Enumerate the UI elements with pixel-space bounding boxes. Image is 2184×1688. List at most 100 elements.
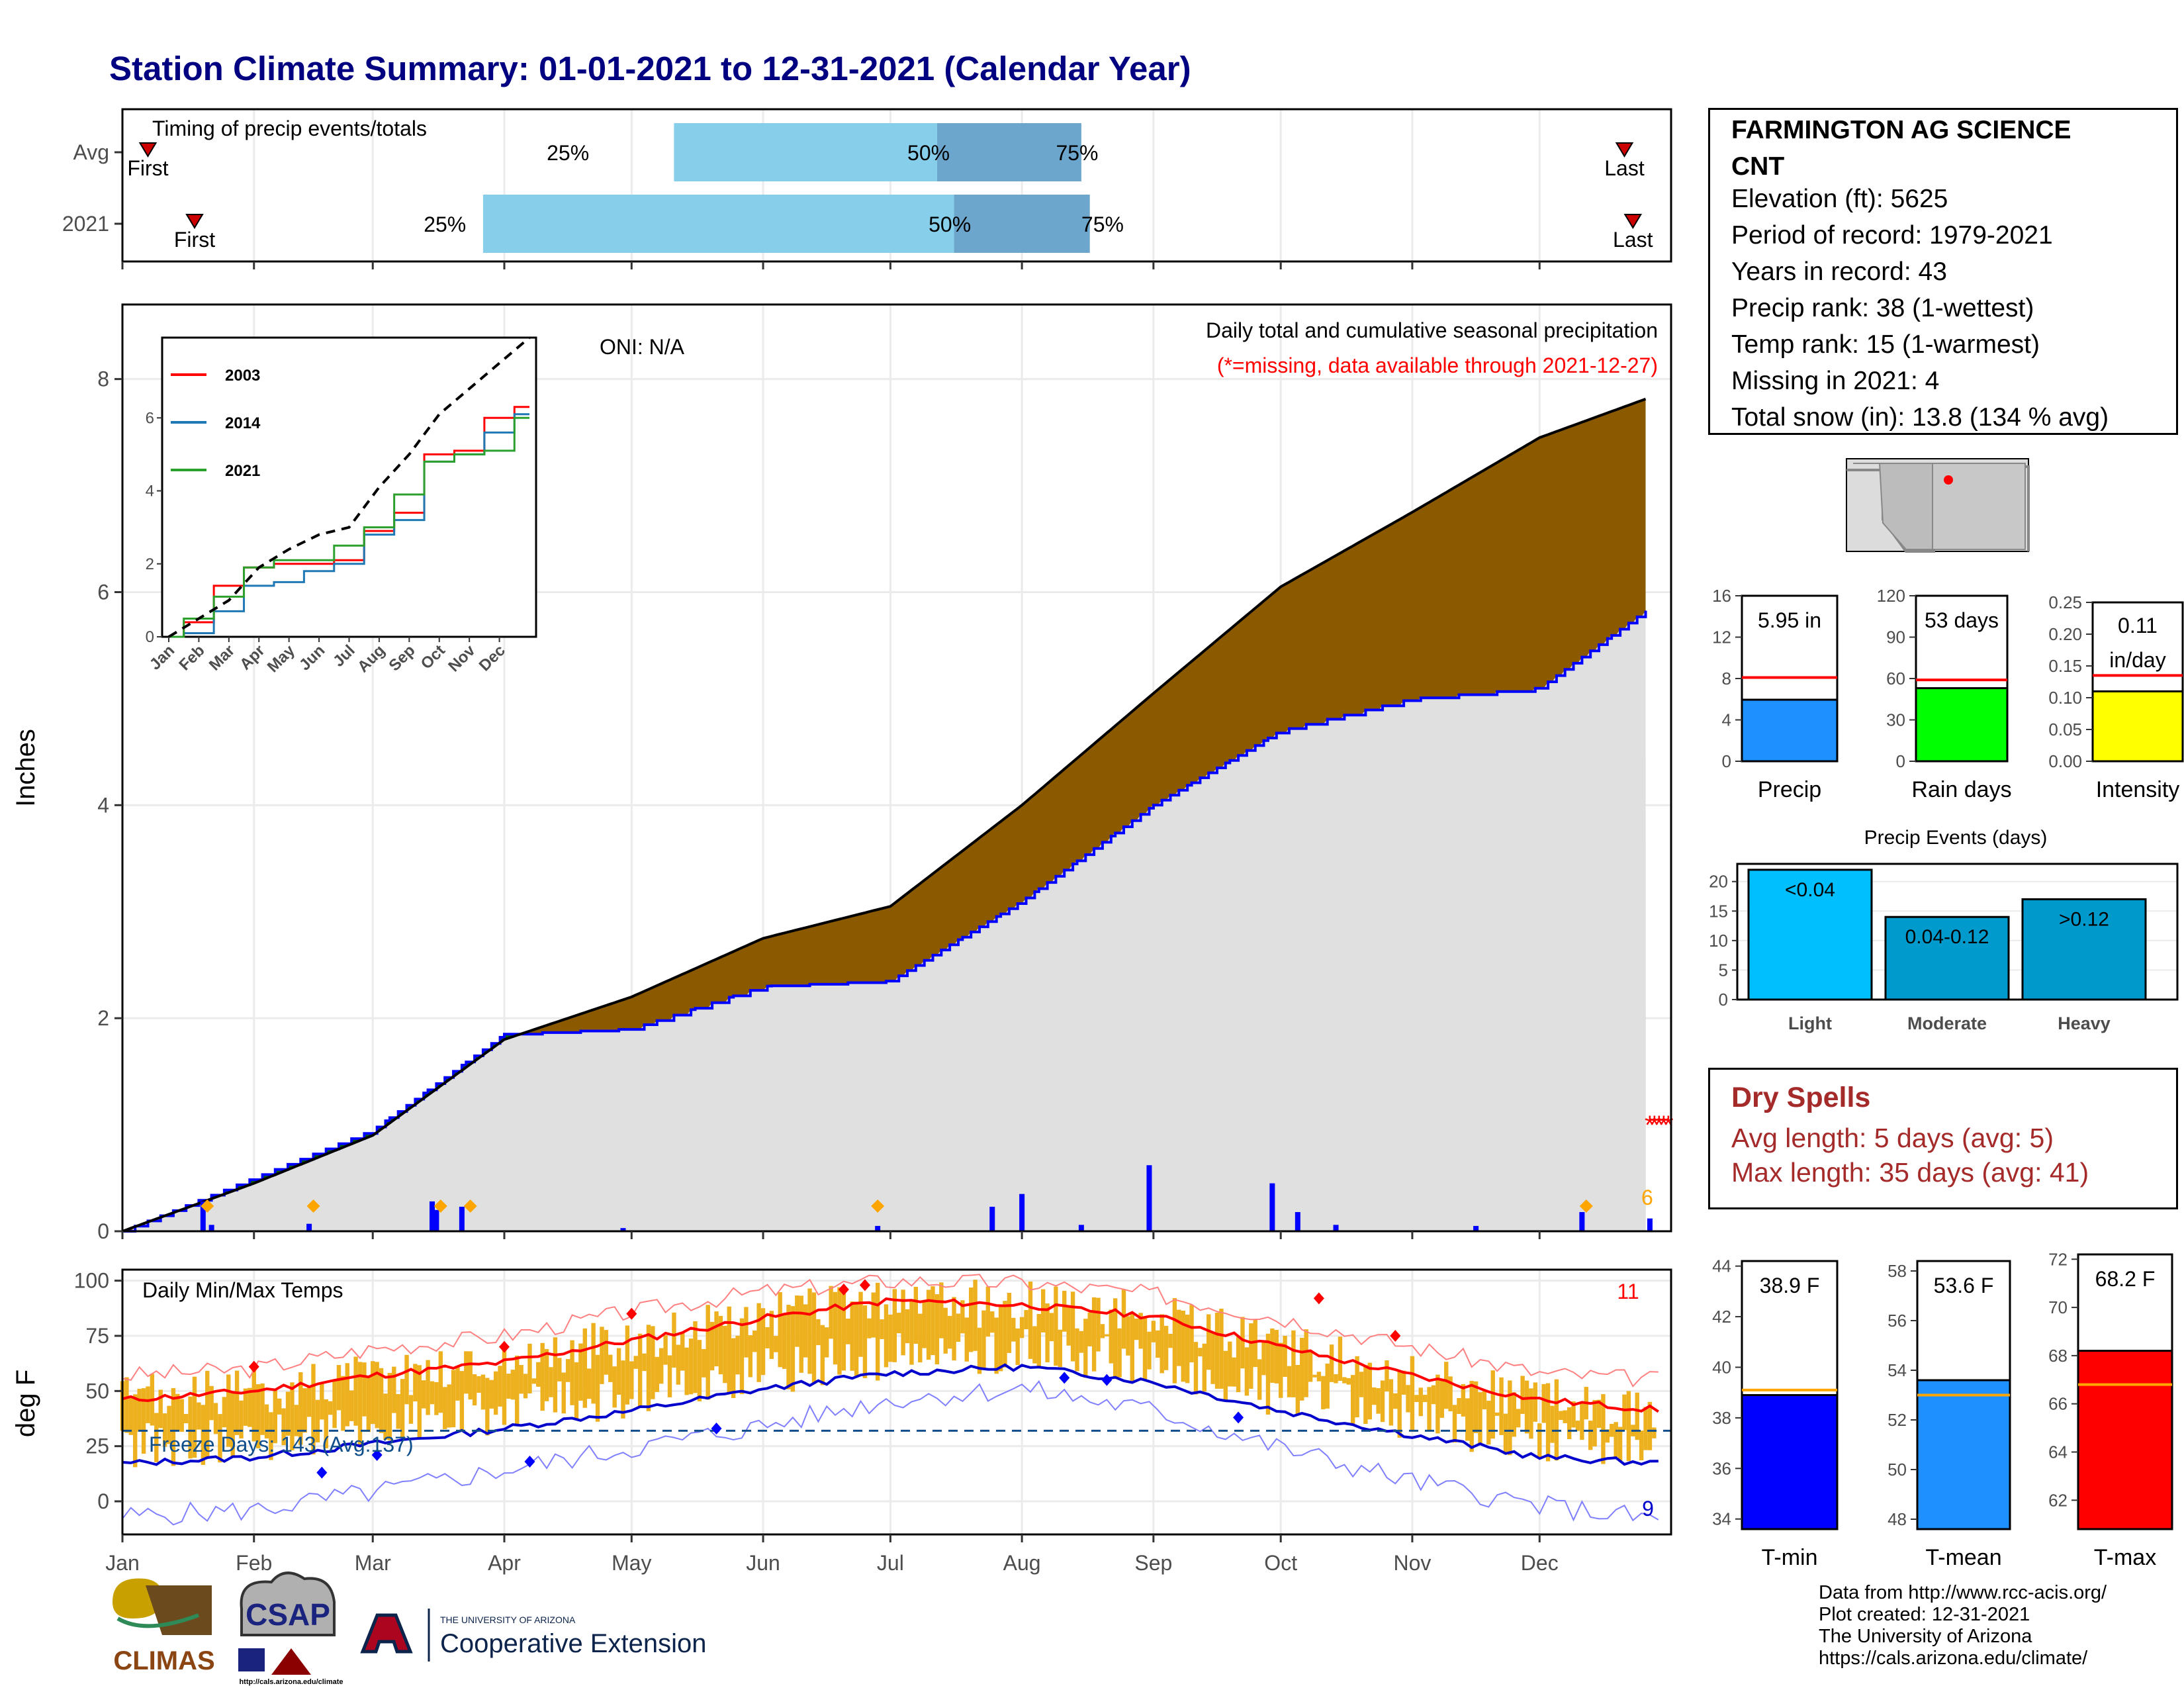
record-high-count: 11 <box>1617 1280 1639 1303</box>
summary-category-label: T-mean <box>1925 1545 2001 1570</box>
daily-temp-bar <box>795 1295 799 1347</box>
daily-temp-bar <box>1448 1376 1453 1411</box>
daily-temp-bar <box>349 1390 354 1421</box>
daily-temp-bar <box>1516 1409 1521 1428</box>
daily-temp-bar <box>964 1317 969 1362</box>
summary-bar <box>1741 698 1839 763</box>
daily-temp-bar <box>1334 1374 1338 1383</box>
daily-temp-bar <box>1635 1392 1639 1440</box>
csap-mountain-icon <box>271 1648 311 1675</box>
daily-temp-bar <box>1287 1366 1292 1397</box>
daily-temp-bar <box>1596 1399 1602 1429</box>
daily-temp-bar <box>811 1292 817 1384</box>
daily-temp-bar <box>366 1375 371 1432</box>
timing-bar-early <box>674 123 937 181</box>
month-label: Mar <box>355 1551 391 1575</box>
summary-ytick-label: 0.20 <box>2048 624 2082 644</box>
avg-min-line <box>122 1363 1659 1466</box>
daily-temp-bar <box>1049 1313 1054 1342</box>
inset-ytick-label: 2 <box>146 555 154 573</box>
record-high-marker <box>1313 1292 1324 1305</box>
month-label: Sep <box>1134 1551 1172 1575</box>
daily-temp-bar <box>739 1318 745 1395</box>
events-ytick-label: 20 <box>1709 872 1728 892</box>
daily-temp-bar <box>825 1327 829 1358</box>
daily-temp-bar <box>723 1325 727 1383</box>
footer-line-4: https://cals.arizona.edu/climate/ <box>1819 1648 2088 1669</box>
daily-temp-bar <box>1185 1314 1190 1383</box>
summary-bar <box>1916 1379 2011 1530</box>
daily-temp-bar <box>1087 1312 1092 1346</box>
daily-temp-bar <box>277 1398 282 1415</box>
record-high-marker <box>859 1279 870 1291</box>
footer-line-1: Data from http://www.rcc-acis.org/ <box>1819 1582 2107 1603</box>
summary-ytick-label: 12 <box>1712 628 1731 647</box>
daily-temp-bar <box>417 1365 422 1439</box>
snow-marker <box>463 1199 477 1213</box>
inset-ytick-label: 6 <box>146 409 154 427</box>
daily-temp-bar <box>727 1306 731 1394</box>
daily-temp-bar <box>663 1335 668 1365</box>
summary-category-label: T-max <box>2094 1545 2156 1570</box>
station-snow: Total snow (in): 13.8 (134 % avg) <box>1731 403 2109 432</box>
daily-temp-bar <box>931 1286 935 1356</box>
daily-temp-bar <box>561 1372 566 1414</box>
daily-temp-bar <box>1253 1319 1257 1368</box>
daily-temp-bar <box>124 1377 129 1433</box>
daily-temp-bar <box>1372 1387 1377 1405</box>
daily-temp-bar <box>1003 1301 1007 1368</box>
daily-temp-bar <box>1388 1379 1394 1426</box>
cumulative-average-line <box>122 397 1647 1233</box>
daily-temp-bar <box>1202 1343 1206 1392</box>
daily-temp-bar <box>1236 1336 1241 1393</box>
daily-temp-bar <box>1091 1297 1097 1372</box>
daily-temp-bar <box>264 1404 269 1439</box>
daily-temp-bar <box>642 1353 647 1372</box>
summary-bar <box>2077 1350 2173 1530</box>
daily-temp-bar <box>1177 1309 1181 1366</box>
daily-temp-bar <box>731 1338 736 1398</box>
inset-series-2003 <box>169 406 529 638</box>
month-label: Nov <box>1393 1551 1431 1575</box>
daily-temp-bar <box>1541 1383 1546 1423</box>
daily-temp-bar <box>1024 1310 1028 1330</box>
daily-precip-bar <box>1269 1183 1275 1231</box>
daily-temp-bar <box>1605 1429 1610 1443</box>
daily-temp-bar <box>510 1370 516 1400</box>
daily-temp-bar <box>362 1362 367 1417</box>
daily-temp-bar <box>243 1388 248 1426</box>
summary-ytick-label: 42 <box>1712 1307 1731 1327</box>
daily-temp-bar <box>209 1385 214 1421</box>
daily-temp-bar <box>1249 1323 1253 1389</box>
daily-temp-bar <box>1571 1401 1576 1428</box>
daily-temp-bar <box>1181 1310 1185 1382</box>
daily-temp-bar <box>443 1387 447 1429</box>
temp-panel-frame <box>121 1268 1672 1536</box>
record-high-marker <box>1390 1330 1401 1342</box>
daily-temp-bar <box>531 1378 537 1384</box>
summary-ytick-label: 34 <box>1712 1509 1731 1529</box>
summary-ytick-label: 50 <box>1888 1460 1907 1479</box>
record-low-marker <box>1059 1372 1070 1384</box>
daily-temp-bar <box>693 1321 698 1393</box>
daily-temp-bar <box>1512 1392 1516 1437</box>
daily-temp-bar <box>1007 1293 1012 1353</box>
temp-panel-title: Daily Min/Max Temps <box>142 1278 343 1302</box>
daily-temp-bar <box>578 1343 583 1401</box>
daily-temp-bar <box>1533 1382 1538 1422</box>
precip-ytick-label: 6 <box>97 580 109 604</box>
daily-temp-bar <box>1563 1410 1567 1424</box>
last-event-label: Last <box>1613 228 1653 252</box>
daily-temp-bar <box>803 1304 808 1358</box>
daily-temp-bar <box>981 1310 986 1368</box>
daily-temp-bar <box>1151 1321 1156 1342</box>
timing-panel-label: Timing of precip events/totals <box>152 117 427 140</box>
daily-temp-bar <box>341 1376 345 1431</box>
daily-temp-bar <box>1554 1379 1559 1461</box>
daily-temp-bar <box>1054 1286 1058 1366</box>
daily-temp-bar <box>1617 1427 1623 1461</box>
record-low-marker <box>711 1423 722 1434</box>
summary-bar <box>1915 687 2009 763</box>
daily-temp-bar <box>990 1311 995 1333</box>
